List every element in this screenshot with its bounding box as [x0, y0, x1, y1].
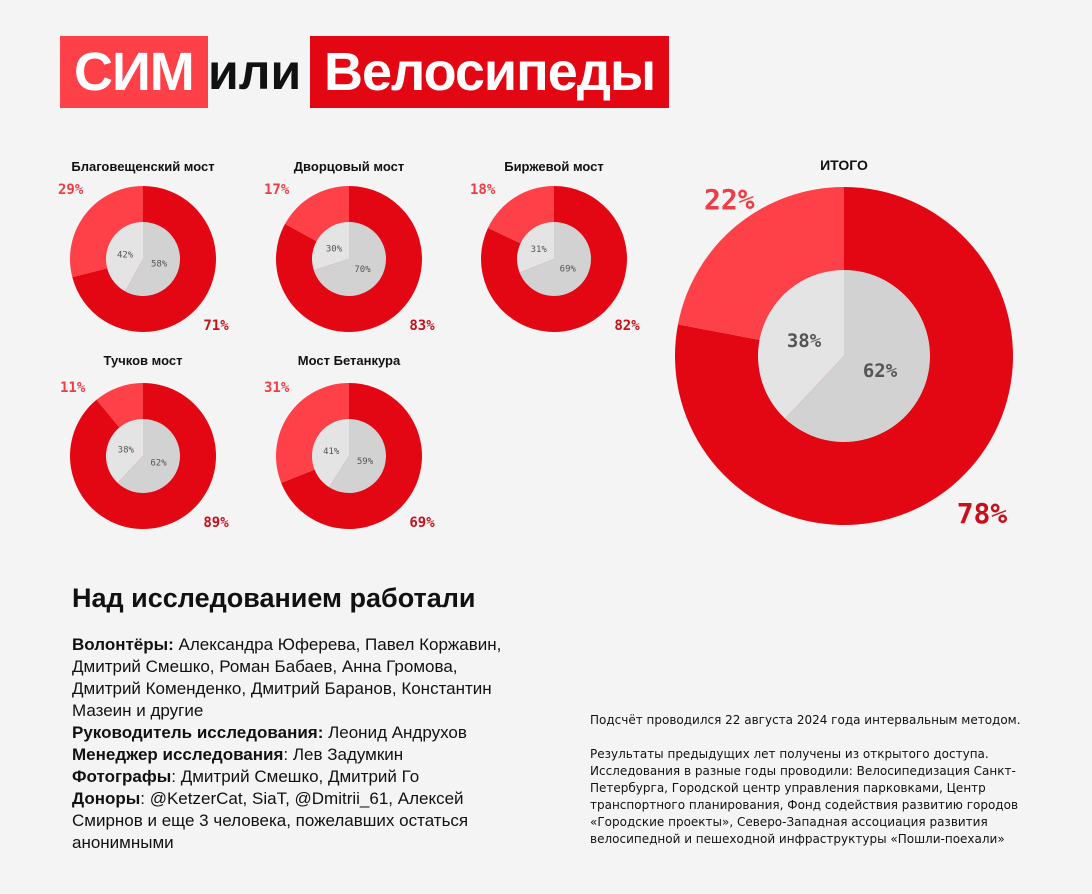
- inner-slice-minor: [106, 419, 143, 483]
- credits-manager: Менеджер исследования: Лев Задумкин: [72, 745, 404, 764]
- credits-photographers: Фотографы: Дмитрий Смешко, Дмитрий Го: [72, 767, 420, 786]
- outer-label-minor: 17%: [264, 182, 290, 198]
- outer-label-major: 71%: [203, 318, 229, 334]
- inner-label-major: 62%: [150, 458, 167, 468]
- inner-label-minor: 31%: [531, 245, 548, 255]
- chart-title: Мост Бетанкура: [298, 353, 401, 368]
- donut-chart-0: Благовещенский мост 71% 29% 58% 42%: [58, 159, 229, 334]
- inner-label-major: 69%: [560, 265, 577, 275]
- chart-title: ИТОГО: [820, 157, 868, 173]
- credits-donors: Доноры: @KetzerCat, SiaT, @Dmitrii_61, А…: [72, 789, 469, 852]
- chart-title: Благовещенский мост: [71, 159, 214, 174]
- inner-label-minor: 42%: [117, 251, 134, 261]
- inner-slice-major: [313, 222, 387, 296]
- credits-volunteers: Волонтёры: Александра Юферева, Павел Кор…: [72, 635, 502, 720]
- inner-slice-minor: [312, 222, 349, 271]
- credits-heading: Над исследованием работали: [72, 583, 476, 613]
- title-bicycles: Велосипеды: [310, 36, 670, 108]
- inner-slice-minor: [106, 222, 143, 292]
- inner-label-major: 70%: [354, 265, 371, 275]
- outer-label-major: 78%: [957, 497, 1008, 530]
- inner-slice-major: [519, 222, 592, 297]
- inner-label-major: 58%: [151, 259, 168, 269]
- title-sim: СИМ: [60, 36, 208, 108]
- donut-chart-2: Биржевой мост 82% 18% 69% 31%: [470, 159, 640, 334]
- inner-label-minor: 38%: [118, 445, 135, 455]
- donut-charts: Благовещенский мост 71% 29% 58% 42% Дворцовый…: [58, 157, 1013, 531]
- outer-label-minor: 31%: [264, 380, 290, 396]
- outer-label-minor: 22%: [704, 183, 755, 216]
- inner-label-minor: 41%: [323, 447, 340, 457]
- outer-label-major: 69%: [409, 515, 435, 531]
- inner-label-minor: 38%: [787, 330, 822, 352]
- inner-slice-minor: [517, 222, 554, 273]
- donut-chart-3: Тучков мост 89% 11% 62% 38%: [60, 353, 229, 531]
- credits-block: Волонтёры: Александра Юферева, Павел Кор…: [72, 634, 512, 854]
- inner-label-major: 62%: [863, 360, 898, 382]
- chart-title: Тучков мост: [104, 353, 183, 368]
- outer-label-major: 82%: [614, 318, 640, 334]
- title-or: или: [208, 44, 302, 100]
- outer-label-major: 89%: [203, 515, 229, 531]
- chart-title: Биржевой мост: [504, 159, 604, 174]
- inner-slice-major: [117, 419, 181, 493]
- inner-slice-major: [125, 222, 181, 296]
- notes-paragraph-2: Результаты предыдущих лет получены из от…: [590, 747, 1019, 846]
- methodology-notes: Подсчёт проводился 22 августа 2024 года …: [590, 712, 1060, 848]
- donut-chart-4: Мост Бетанкура 69% 31% 59% 41%: [264, 353, 435, 531]
- credits-lead: Руководитель исследования: Леонид Андрух…: [72, 723, 467, 742]
- inner-label-major: 59%: [357, 457, 374, 467]
- outer-label-major: 83%: [409, 318, 435, 334]
- donut-chart-1: Дворцовый мост 83% 17% 70% 30%: [264, 159, 435, 334]
- notes-line-1: Подсчёт проводился 22 августа 2024 года …: [590, 713, 1021, 727]
- outer-label-minor: 29%: [58, 182, 84, 198]
- inner-label-minor: 30%: [326, 244, 343, 254]
- donut-chart-5: ИТОГО 78% 22% 62% 38%: [674, 157, 1013, 530]
- outer-label-minor: 11%: [60, 380, 86, 396]
- inner-slice-major: [329, 419, 386, 494]
- inner-slice-major: [785, 270, 931, 443]
- chart-title: Дворцовый мост: [294, 159, 404, 174]
- inner-slice-minor: [311, 418, 349, 488]
- inner-slice-minor: [758, 270, 844, 419]
- outer-label-minor: 18%: [470, 182, 496, 198]
